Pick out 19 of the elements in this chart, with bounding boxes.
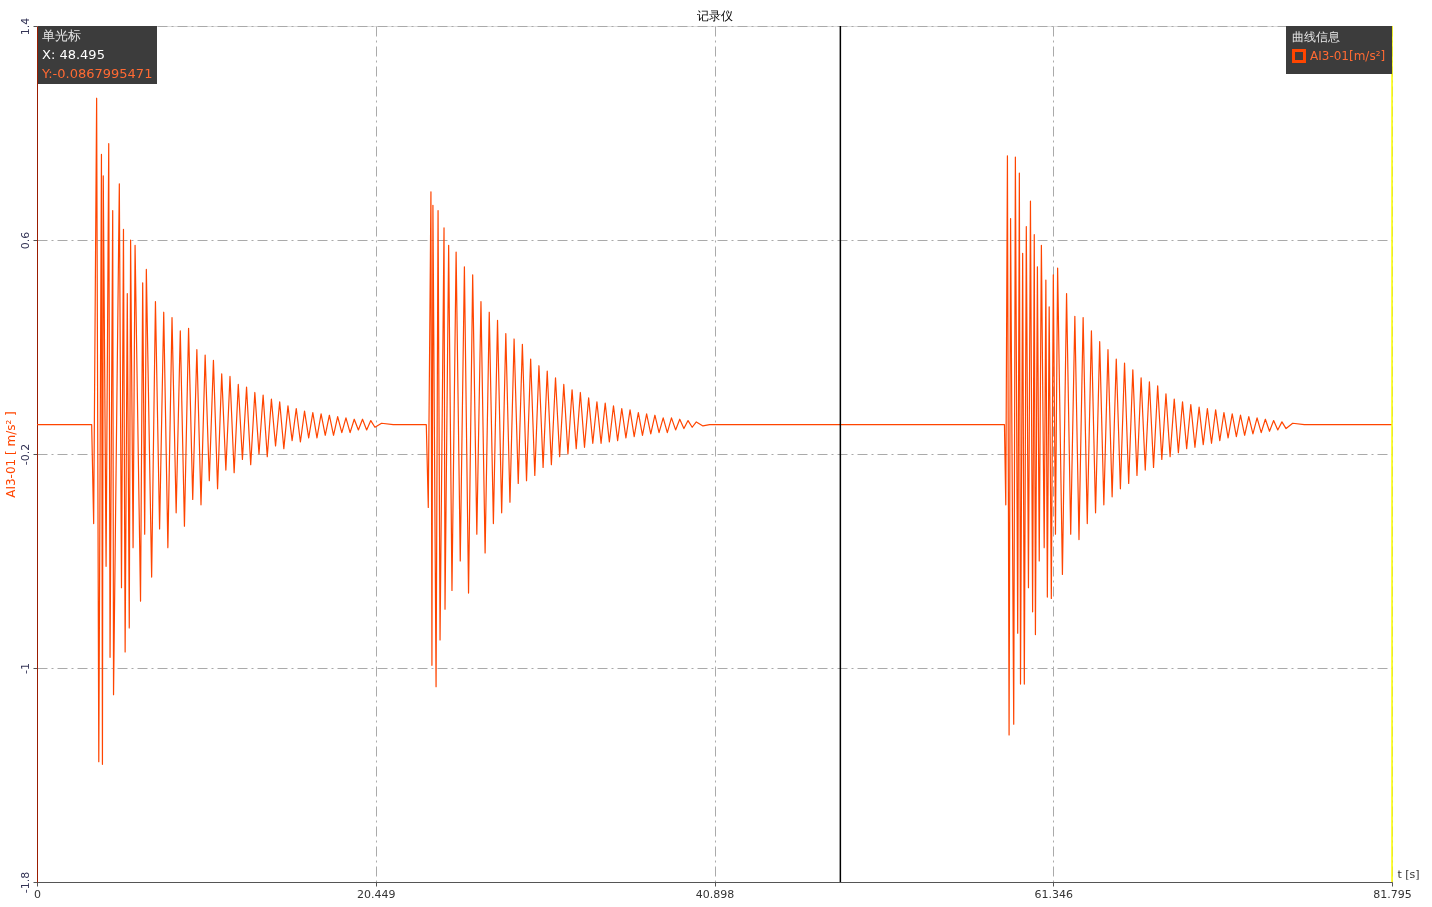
annotation: 单光标 <box>42 28 81 43</box>
y-tick-label: 1.4 <box>18 17 32 36</box>
chart-title: 记录仪 <box>696 9 733 24</box>
y-axis-title: AI3-01 [ m/s² ] <box>3 411 18 498</box>
annotation: Y:-0.0867995471 <box>41 66 153 81</box>
x-tick-label: 0 <box>34 887 41 901</box>
x-tick-label: 81.795 <box>1373 887 1412 901</box>
x-tick-label: 61.346 <box>1034 887 1073 901</box>
legend-title: 曲线信息 <box>1292 30 1340 44</box>
annotation: X: 48.495 <box>42 47 105 62</box>
y-tick-label: -1.8 <box>18 871 32 894</box>
y-tick-label: -0.2 <box>18 443 32 466</box>
y-tick-label: 0.6 <box>18 231 32 250</box>
y-tick-label: -1 <box>18 663 32 674</box>
line-series <box>37 97 1392 765</box>
x-tick-label: 20.449 <box>357 887 396 901</box>
legend-label: AI3-01[m/s²] <box>1310 49 1386 63</box>
x-axis-title: t [s] <box>1397 867 1420 881</box>
x-tick-label: 40.898 <box>695 887 735 901</box>
